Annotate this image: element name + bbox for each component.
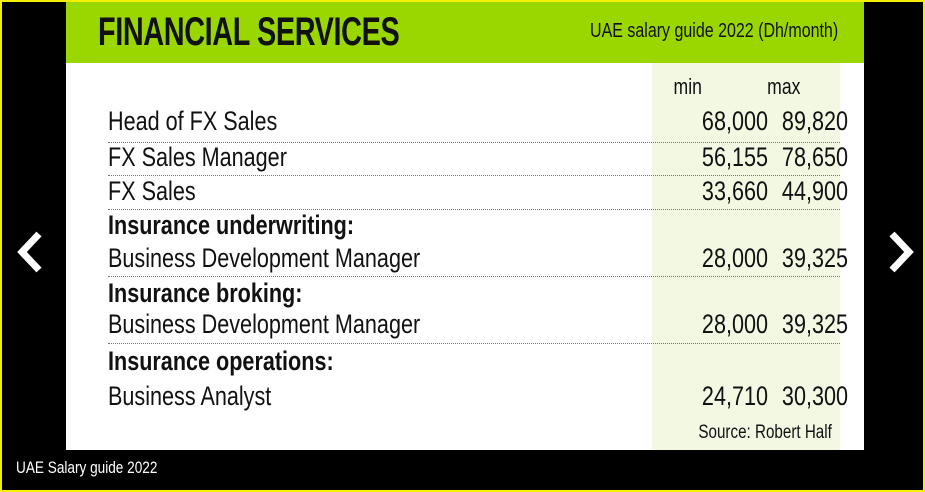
role-label: Business Development Manager: [108, 243, 421, 273]
max-value: 44,900: [781, 176, 848, 206]
min-value: 56,155: [701, 142, 768, 172]
role-label: FX Sales Manager: [108, 142, 287, 172]
source-note: Source: Robert Half: [698, 422, 832, 443]
previous-slide-button[interactable]: [12, 230, 52, 274]
max-value: 39,325: [781, 243, 848, 273]
next-slide-button[interactable]: [880, 230, 920, 274]
values-column-shade: [652, 63, 840, 450]
min-value: 68,000: [701, 106, 768, 136]
row-divider: [108, 276, 840, 277]
salary-table-image: FINANCIAL SERVICES UAE salary guide 2022…: [66, 2, 864, 450]
role-label: Head of FX Sales: [108, 106, 278, 136]
role-label: FX Sales: [108, 176, 196, 206]
max-value: 78,650: [781, 142, 848, 172]
max-value: 30,300: [781, 381, 848, 411]
category-label: Insurance broking:: [108, 278, 303, 308]
min-value: 28,000: [701, 309, 768, 339]
max-value: 39,325: [781, 309, 848, 339]
category-label: Insurance underwriting:: [108, 210, 355, 240]
min-value: 28,000: [701, 243, 768, 273]
min-value: 33,660: [701, 176, 768, 206]
column-header-min: min: [673, 74, 702, 99]
role-label: Business Analyst: [108, 381, 272, 411]
row-divider: [108, 175, 840, 176]
table-subtitle: UAE salary guide 2022 (Dh/month): [589, 20, 838, 42]
column-header-max: max: [767, 74, 801, 99]
chevron-right-icon: [889, 231, 914, 273]
min-value: 24,710: [701, 381, 768, 411]
row-divider: [108, 142, 840, 143]
slide-caption: UAE Salary guide 2022: [16, 458, 158, 477]
category-label: Insurance operations:: [108, 346, 334, 376]
max-value: 89,820: [781, 106, 848, 136]
chevron-left-icon: [17, 231, 42, 273]
row-divider: [108, 343, 840, 344]
row-divider: [108, 209, 840, 210]
table-title: FINANCIAL SERVICES: [98, 10, 400, 54]
table-header: FINANCIAL SERVICES UAE salary guide 2022…: [66, 2, 864, 63]
role-label: Business Development Manager: [108, 309, 421, 339]
